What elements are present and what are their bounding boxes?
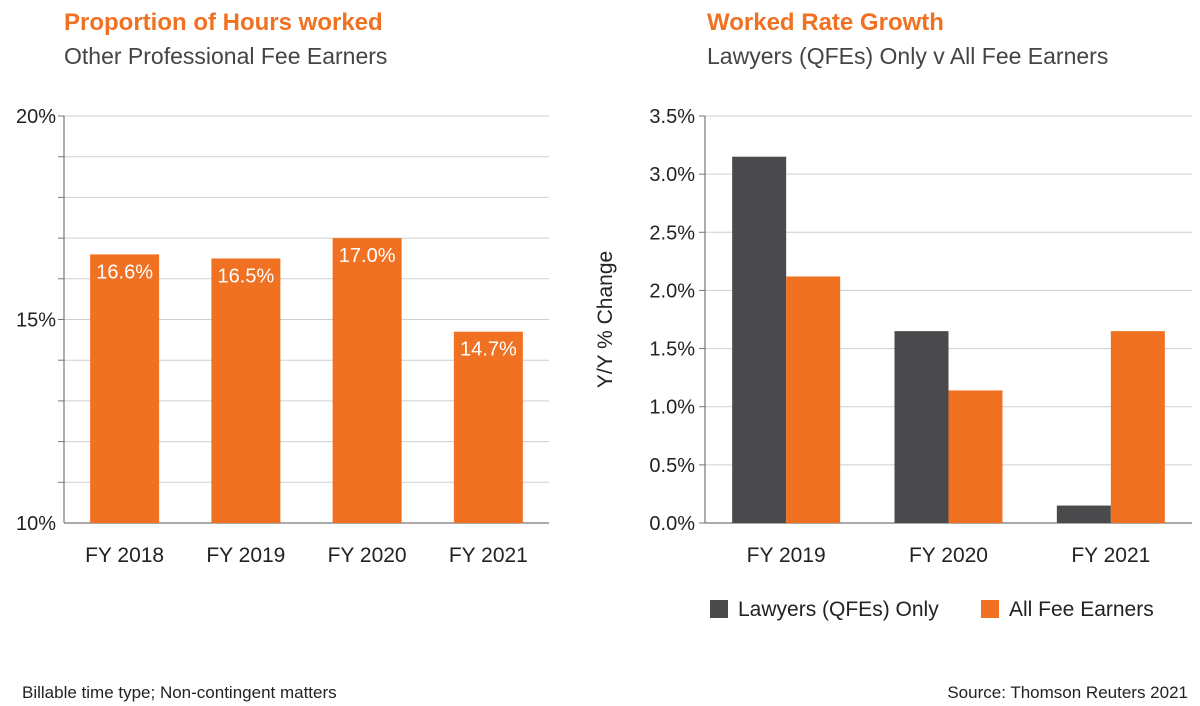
- chart1-xtick-label: FY 2021: [449, 544, 528, 567]
- chart2-bar-all-fee-earners: [948, 390, 1003, 523]
- chart1-bar: [90, 254, 160, 523]
- chart2-ytick-label: 3.0%: [649, 164, 695, 186]
- chart2-ytick-label: 2.0%: [649, 280, 695, 302]
- chart2-xtick-label: FY 2019: [747, 544, 826, 567]
- chart2-y-axis-title: Y/Y % Change: [594, 251, 617, 388]
- chart1-bar: [211, 258, 281, 523]
- chart1-xtick-label: FY 2018: [85, 544, 164, 567]
- chart1-xtick-label: FY 2020: [328, 544, 407, 567]
- chart2-bar-all-fee-earners: [1110, 331, 1165, 523]
- chart1-data-label: 16.5%: [218, 265, 275, 287]
- chart1-ytick-label: 15%: [16, 310, 56, 332]
- legend-label-all-fee-earners: All Fee Earners: [1009, 598, 1154, 621]
- legend-label-lawyers: Lawyers (QFEs) Only: [738, 598, 939, 621]
- chart1-title: Proportion of Hours worked: [64, 9, 383, 36]
- chart2-bar-lawyers: [1056, 505, 1111, 523]
- chart2-bar-lawyers: [732, 156, 787, 523]
- chart2-xtick-label: FY 2021: [1071, 544, 1150, 567]
- footnote-filters: Billable time type; Non-contingent matte…: [22, 683, 337, 702]
- chart1-bar: [332, 238, 402, 523]
- chart2-subtitle: Lawyers (QFEs) Only v All Fee Earners: [707, 43, 1108, 69]
- chart2-ytick-label: 0.0%: [649, 513, 695, 535]
- chart2-ytick-label: 2.5%: [649, 222, 695, 244]
- chart1-bar: [453, 331, 523, 523]
- chart1-subtitle: Other Professional Fee Earners: [64, 43, 387, 69]
- chart2-ytick-label: 3.5%: [649, 106, 695, 128]
- chart2-ytick-label: 1.5%: [649, 339, 695, 361]
- chart2-ytick-label: 0.5%: [649, 455, 695, 477]
- chart2-bar-lawyers: [894, 331, 949, 523]
- chart1-ytick-label: 20%: [16, 106, 56, 128]
- chart2-xtick-label: FY 2020: [909, 544, 988, 567]
- legend-swatch-all-fee-earners: [981, 600, 999, 618]
- chart1-ytick-label: 10%: [16, 513, 56, 535]
- chart1-data-label: 16.6%: [96, 261, 153, 283]
- chart1-data-label: 14.7%: [460, 339, 517, 361]
- chart2-ytick-label: 1.0%: [649, 397, 695, 419]
- chart2-bar-all-fee-earners: [786, 276, 841, 523]
- chart2-title: Worked Rate Growth: [707, 9, 944, 36]
- chart1-data-label: 17.0%: [339, 245, 396, 267]
- chart1-xtick-label: FY 2019: [206, 544, 285, 567]
- footnote-source: Source: Thomson Reuters 2021: [947, 683, 1188, 702]
- legend-swatch-lawyers: [710, 600, 728, 618]
